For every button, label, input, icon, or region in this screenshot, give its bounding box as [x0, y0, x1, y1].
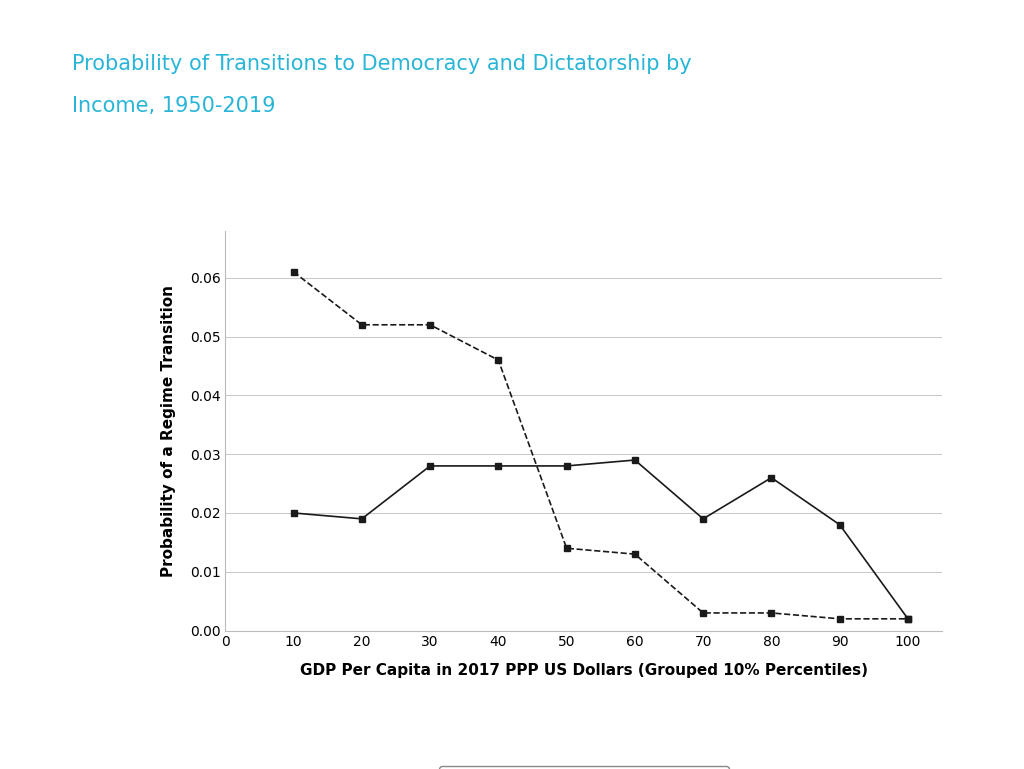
Text: Probability of Transitions to Democracy and Dictatorship by: Probability of Transitions to Democracy …: [72, 54, 691, 74]
Legend: Transition to Dictatorship, Transition to Democracy: Transition to Dictatorship, Transition t…: [438, 766, 729, 769]
Y-axis label: Probability of a Regime Transition: Probability of a Regime Transition: [161, 285, 176, 577]
Text: Income, 1950-2019: Income, 1950-2019: [72, 96, 275, 116]
X-axis label: GDP Per Capita in 2017 PPP US Dollars (Grouped 10% Percentiles): GDP Per Capita in 2017 PPP US Dollars (G…: [300, 664, 867, 678]
